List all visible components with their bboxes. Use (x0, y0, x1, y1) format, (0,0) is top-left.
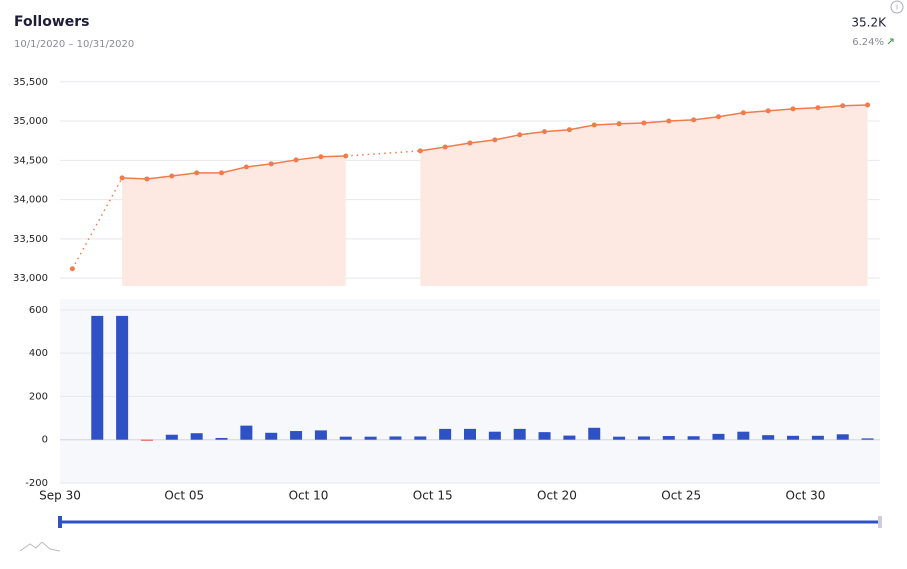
point (765, 108, 771, 114)
point (243, 164, 249, 170)
point (442, 144, 448, 150)
chart-subtitle: 10/1/2020 – 10/31/2020 (14, 39, 134, 50)
point (517, 132, 523, 138)
point (840, 103, 846, 109)
y-tick-label: 600 (29, 305, 48, 316)
up-arrow (887, 38, 894, 45)
point (69, 266, 75, 272)
bar (737, 431, 750, 440)
x-tick-label: Oct 30 (786, 489, 826, 503)
chart-title: Followers (14, 14, 90, 30)
bar (488, 431, 501, 440)
bar (339, 436, 352, 440)
area (122, 156, 346, 286)
bar (364, 436, 377, 440)
point (715, 114, 721, 120)
point (144, 176, 150, 182)
bar (712, 433, 725, 440)
point (815, 105, 821, 111)
y-tick-label: 200 (29, 391, 48, 402)
bar (314, 430, 327, 440)
point (417, 148, 423, 154)
y-tick-label: -200 (25, 478, 48, 489)
area (420, 104, 868, 286)
point (790, 106, 796, 112)
info-icon[interactable] (890, 0, 904, 14)
point (219, 170, 225, 176)
point (492, 137, 498, 143)
point (591, 122, 597, 128)
bar (613, 436, 626, 440)
bar (787, 435, 800, 440)
bar (165, 434, 178, 440)
point (542, 129, 548, 135)
point (169, 173, 175, 179)
x-tick-label: Oct 25 (661, 489, 701, 503)
bar (389, 436, 402, 440)
point (119, 175, 125, 181)
bar (637, 436, 650, 440)
bar (687, 436, 700, 440)
point (293, 157, 299, 163)
y-tick-label: 33,000 (13, 273, 48, 284)
slider-handle-left[interactable] (58, 516, 62, 528)
point (641, 120, 647, 126)
bar (464, 428, 476, 440)
point (691, 117, 697, 123)
y-tick-label: 34,000 (13, 195, 48, 206)
bar (563, 435, 576, 440)
point (566, 127, 572, 133)
y-tick-label: 0 (42, 435, 48, 446)
bar (762, 435, 775, 440)
bar (861, 438, 874, 440)
bar (439, 428, 452, 440)
bar (190, 433, 203, 440)
y-tick-label: 35,000 (13, 116, 48, 127)
x-tick-label: Oct 05 (164, 489, 204, 503)
x-tick-label: Oct 15 (413, 489, 453, 503)
bar (265, 432, 278, 440)
y-tick-label: 35,500 (13, 77, 48, 88)
bar (91, 315, 104, 440)
bar (513, 428, 526, 440)
bar (662, 436, 675, 440)
point (865, 102, 871, 108)
gap-connector (345, 150, 421, 157)
info-glyph: i (896, 3, 898, 12)
bar (240, 425, 253, 440)
bar (140, 439, 153, 441)
bar-panel-bg (60, 299, 880, 483)
bar (588, 427, 601, 440)
point (666, 118, 672, 124)
bar (414, 436, 427, 440)
bar (290, 431, 303, 440)
bar (215, 437, 228, 440)
point (268, 161, 274, 167)
point (616, 121, 622, 127)
point (318, 154, 324, 160)
x-tick-label: Oct 10 (289, 489, 329, 503)
bar (811, 435, 824, 440)
gap-connector (71, 177, 123, 270)
y-tick-label: 400 (29, 348, 48, 359)
overview-icon (19, 541, 61, 552)
point (467, 140, 473, 146)
point (343, 153, 349, 159)
slider-handle-right[interactable] (878, 516, 882, 528)
point (194, 170, 200, 176)
bar (116, 315, 129, 440)
x-tick-label: Sep 30 (39, 489, 81, 503)
point (740, 110, 746, 116)
y-tick-label: 33,500 (13, 234, 48, 245)
x-tick-label: Oct 20 (537, 489, 577, 503)
total-value: 35.2K (851, 16, 887, 30)
bar (836, 434, 849, 440)
bar (538, 432, 551, 440)
change-value: 6.24% (852, 37, 884, 48)
y-tick-label: 34,500 (13, 155, 48, 166)
